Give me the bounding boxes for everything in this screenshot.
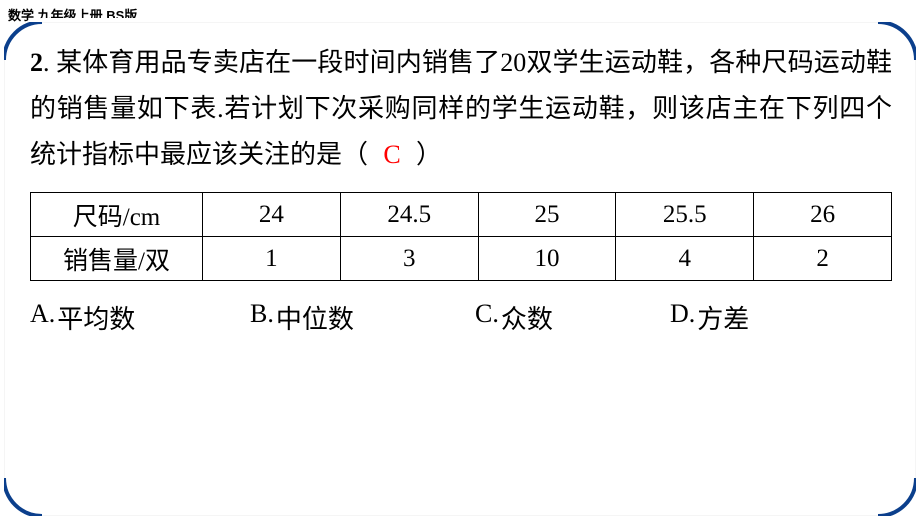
table-cell: 25.5 (616, 193, 754, 237)
option-text: 平均数 (57, 299, 135, 336)
answer-letter: C (368, 132, 416, 178)
table-cell: 2 (754, 237, 892, 281)
option-d: D. 方差 (670, 299, 820, 336)
table-cell: 24.5 (340, 193, 478, 237)
option-letter: B. (250, 299, 274, 336)
option-letter: C. (475, 299, 499, 336)
row-label-size: 尺码/cm (31, 193, 203, 237)
question-text: 2. 某体育用品专卖店在一段时间内销售了20双学生运动鞋，各种尺码运动鞋的销售量… (30, 40, 892, 178)
question-closing-paren: ） (416, 140, 442, 169)
question-number: 2 (30, 48, 43, 77)
option-c: C. 众数 (475, 299, 670, 336)
table-cell: 4 (616, 237, 754, 281)
table-cell: 3 (340, 237, 478, 281)
table-cell: 25 (478, 193, 616, 237)
row-label-sales: 销售量/双 (31, 237, 203, 281)
question-body: 某体育用品专卖店在一段时间内销售了20双学生运动鞋，各种尺码运动鞋的销售量如下表… (30, 48, 892, 169)
options-row: A. 平均数 B. 中位数 C. 众数 D. 方差 (30, 299, 892, 336)
table-row: 尺码/cm 24 24.5 25 25.5 26 (31, 193, 892, 237)
table-cell: 24 (203, 193, 341, 237)
option-a: A. 平均数 (30, 299, 250, 336)
table-row: 销售量/双 1 3 10 4 2 (31, 237, 892, 281)
content-area: 2. 某体育用品专卖店在一段时间内销售了20双学生运动鞋，各种尺码运动鞋的销售量… (30, 40, 892, 336)
option-b: B. 中位数 (250, 299, 475, 336)
option-letter: D. (670, 299, 695, 336)
data-table: 尺码/cm 24 24.5 25 25.5 26 销售量/双 1 3 10 4 … (30, 192, 892, 281)
table-cell: 26 (754, 193, 892, 237)
table-cell: 1 (203, 237, 341, 281)
option-text: 中位数 (276, 299, 354, 336)
option-text: 方差 (697, 299, 749, 336)
option-letter: A. (30, 299, 55, 336)
table-cell: 10 (478, 237, 616, 281)
option-text: 众数 (501, 299, 553, 336)
